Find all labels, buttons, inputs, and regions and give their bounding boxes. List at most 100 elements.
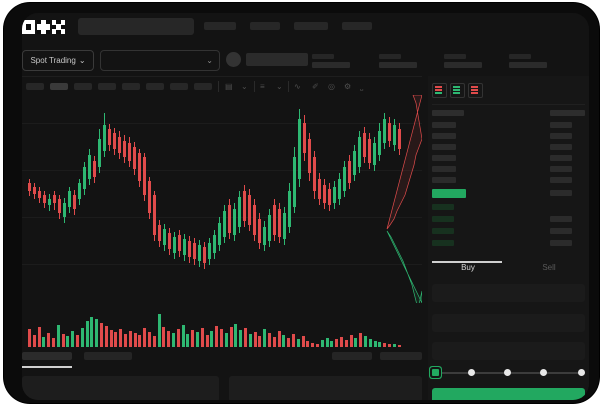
chart-gridline [22, 170, 422, 171]
trading-pair-select[interactable]: ⌄ [100, 50, 220, 71]
bottom-tab-2[interactable] [84, 352, 132, 360]
nav-item-4[interactable] [342, 22, 372, 30]
candle-type-icon[interactable]: ▤ [225, 82, 233, 91]
volume-bar [263, 329, 267, 347]
line-tool-icon[interactable]: ∿ [294, 82, 301, 91]
tab-sell[interactable]: Sell [542, 263, 556, 272]
order-book-bid-row[interactable] [432, 216, 454, 222]
submit-buy-button[interactable] [432, 388, 585, 400]
volume-bar [124, 334, 127, 347]
chart-gridline [22, 264, 422, 265]
volume-bar [277, 331, 281, 347]
candle-body [393, 125, 396, 145]
volume-bar [47, 333, 51, 347]
bottom-panel-left[interactable] [22, 376, 219, 400]
tab-buy[interactable]: Buy [461, 263, 475, 272]
slider-stop-75[interactable] [540, 369, 547, 376]
order-book-ask-row[interactable] [432, 166, 456, 172]
timeframe-6[interactable] [146, 83, 164, 90]
candle-body [348, 161, 351, 183]
slider-handle[interactable] [432, 369, 439, 376]
order-book-bid-row[interactable] [432, 204, 454, 210]
candle-body [168, 233, 171, 249]
price-chart[interactable] [22, 95, 422, 303]
order-field-3[interactable] [432, 342, 585, 360]
candle-body [88, 155, 91, 179]
candle-body [248, 195, 251, 225]
volume-bar [354, 338, 358, 347]
candle-body [78, 183, 81, 199]
volume-chart [22, 305, 422, 347]
settings-gear-icon[interactable]: ⚙ [344, 82, 352, 91]
slider-stop-50[interactable] [504, 369, 511, 376]
candle-body [323, 185, 326, 203]
order-book-bid-row[interactable] [432, 240, 454, 246]
order-book-ask-row[interactable] [432, 122, 456, 128]
active-tab-underline [432, 261, 502, 263]
candle-body [98, 139, 101, 167]
bottom-action-1[interactable] [332, 352, 372, 360]
volume-bar [335, 339, 339, 347]
okx-logo-icon[interactable] [22, 20, 67, 34]
nav-item-1[interactable] [204, 22, 236, 30]
order-book-bid-row[interactable] [432, 228, 454, 234]
candle-type-chevron-icon[interactable]: ⌄ [241, 82, 248, 91]
bottom-action-2[interactable] [380, 352, 422, 360]
orderbook-bids-icon[interactable] [450, 83, 465, 98]
timeframe-4[interactable] [98, 83, 116, 90]
nav-item-3[interactable] [294, 22, 328, 30]
coin-avatar-icon [226, 52, 241, 67]
market-type-button[interactable]: Spot Trading ⌄ [22, 50, 94, 71]
volume-bar [306, 341, 310, 347]
volume-bar [148, 332, 151, 347]
volume-bar [392, 344, 396, 347]
volume-bar [32, 335, 36, 347]
orderbook-both-icon[interactable] [432, 83, 447, 98]
bottom-tab-1[interactable] [22, 352, 72, 360]
chart-gridline [22, 217, 422, 218]
volume-bar [167, 331, 171, 347]
timeframe-3[interactable] [74, 83, 92, 90]
candle-body [233, 209, 236, 235]
order-book-ask-row[interactable] [432, 177, 456, 183]
candle-body [363, 133, 366, 157]
candle-body [143, 157, 146, 195]
depth-area [386, 230, 422, 303]
volume-bar [114, 332, 118, 347]
bottom-panel-right[interactable] [229, 376, 422, 400]
timeframe-1[interactable] [26, 83, 44, 90]
nav-item-2[interactable] [250, 22, 280, 30]
order-book-ask-row[interactable] [432, 133, 456, 139]
timeframe-2[interactable] [50, 83, 68, 90]
volume-bar [340, 337, 343, 347]
candle-body [318, 179, 321, 199]
indicators-icon[interactable]: ≡ [260, 82, 265, 91]
order-field-2[interactable] [432, 314, 585, 332]
fullscreen-icon[interactable]: ⎵ [360, 82, 364, 91]
volume-bar [172, 333, 175, 347]
volume-bar [325, 338, 329, 347]
volume-bar [388, 344, 391, 347]
orderbook-asks-icon[interactable] [468, 83, 483, 98]
order-field-1[interactable] [432, 284, 585, 302]
order-book-ask-amount [550, 133, 572, 139]
indicators-chevron-icon[interactable]: ⌄ [276, 82, 283, 91]
volume-bar [100, 323, 103, 347]
order-amount-slider[interactable] [432, 369, 585, 377]
chart-toolbar: ▤ ⌄ ≡ ⌄ ∿ ✐ ◎ ⚙ ⎵ [22, 76, 422, 97]
candle-body [198, 245, 201, 261]
volume-bar [220, 329, 223, 347]
pencil-draw-icon[interactable]: ✐ [312, 82, 319, 91]
camera-snapshot-icon[interactable]: ◎ [328, 82, 335, 91]
order-book-ask-row[interactable] [432, 155, 456, 161]
slider-stop-25[interactable] [468, 369, 475, 376]
timeframe-8[interactable] [194, 83, 212, 90]
order-book-ask-row[interactable] [432, 144, 456, 150]
order-book-spread-row[interactable] [432, 189, 466, 198]
volume-bar [205, 335, 209, 347]
slider-stop-100[interactable] [578, 369, 585, 376]
timeframe-5[interactable] [122, 83, 140, 90]
candle-body [303, 123, 306, 153]
timeframe-7[interactable] [170, 83, 188, 90]
search-input[interactable] [78, 18, 194, 35]
